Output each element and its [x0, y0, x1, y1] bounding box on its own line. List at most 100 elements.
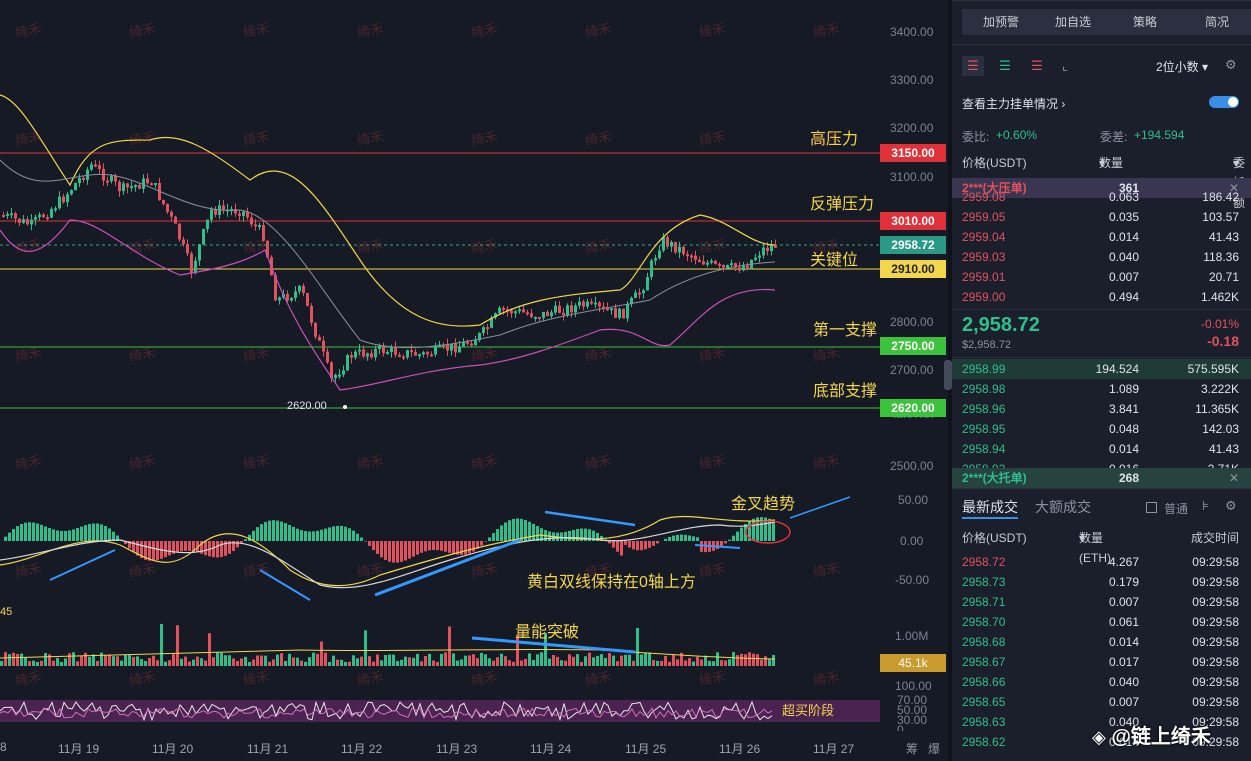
macd-bar	[336, 525, 339, 541]
volume-bar	[136, 656, 139, 666]
candle-body	[314, 322, 317, 337]
volume-bar	[520, 660, 523, 666]
settings-gear-icon[interactable]: ⚙	[1225, 57, 1237, 72]
trade-row[interactable]: 2958.67 0.017 09:29:58	[952, 652, 1251, 672]
volume-bar	[156, 660, 159, 666]
rsi-axis-label: 70.00	[897, 693, 928, 707]
candle-body	[62, 196, 65, 203]
macd-bar	[652, 541, 655, 546]
rsi-line	[0, 700, 773, 722]
chart-canvas[interactable]	[0, 0, 948, 761]
bid-row[interactable]: 2958.99 194.524 575.595K	[952, 359, 1251, 379]
main-orders-link[interactable]: 查看主力挂单情况 ›	[962, 95, 1065, 112]
overview-button[interactable]: 简况	[1178, 9, 1251, 35]
label-bottom-support: 底部支撑	[813, 383, 878, 400]
decimal-select[interactable]: 2位小数 ▾	[1156, 58, 1208, 75]
macd-bar	[768, 518, 771, 541]
col-amount[interactable]: 委托额 ▾	[1232, 156, 1245, 210]
fullscreen-icon[interactable]: ⌞	[1061, 58, 1069, 73]
candle-body	[74, 183, 77, 191]
volume-bar	[420, 661, 423, 666]
ask-row[interactable]: 2959.08 0.063 186.42	[952, 187, 1251, 207]
bid-row[interactable]: 2958.94 0.014 41.43	[952, 439, 1251, 459]
candlestick-series	[2, 159, 777, 383]
tab-latest-trades[interactable]: 最新成交	[962, 499, 1018, 515]
add-alert-button[interactable]: 加预警	[962, 9, 1040, 35]
macd-bar	[516, 518, 519, 541]
trade-row[interactable]: 2958.63 0.040 09:29:58	[952, 712, 1251, 732]
volume-bar	[144, 661, 147, 666]
big-ask-label: 2***(大压单)	[962, 181, 1027, 195]
volume-bar	[636, 628, 639, 666]
candle-body	[474, 340, 477, 346]
volume-bar	[384, 655, 387, 666]
orderbook-bids-icon[interactable]: ☰	[999, 58, 1011, 73]
macd-bar	[452, 541, 455, 554]
trade-row-qty: 0.179	[1108, 575, 1139, 589]
candle-body	[338, 374, 341, 377]
strategy-button[interactable]: 策略	[1106, 9, 1184, 35]
trade-row[interactable]: 2958.62 0.014 09:29:58	[952, 732, 1251, 752]
candle-body	[142, 178, 145, 189]
annot-macd: 黄白双线保持在0轴上方	[527, 574, 696, 591]
trade-row[interactable]: 2958.73 0.179 09:29:58	[952, 572, 1251, 592]
trade-row[interactable]: 2958.70 0.061 09:29:58	[952, 612, 1251, 632]
ask-row[interactable]: 2959.00 0.494 1.462K	[952, 287, 1251, 307]
big-bid-row[interactable]: 2***(大托单) 268 ✕	[952, 468, 1251, 488]
candle-body	[166, 203, 169, 212]
ask-row[interactable]: 2959.03 0.040 118.36	[952, 247, 1251, 267]
candle-body	[326, 351, 329, 363]
volume-bar	[160, 623, 163, 666]
ask-row[interactable]: 2959.05 0.035 103.57	[952, 207, 1251, 227]
volume-bar	[476, 658, 479, 666]
trade-row[interactable]: 2958.65 0.007 09:29:58	[952, 692, 1251, 712]
candle-body	[370, 353, 373, 358]
candle-body	[702, 261, 705, 265]
settings-gear-icon[interactable]: ⚙	[1225, 498, 1237, 513]
ask-row[interactable]: 2959.04 0.014 41.43	[952, 227, 1251, 247]
candle-body	[390, 346, 393, 353]
bid-row[interactable]: 2958.95 0.048 142.03	[952, 419, 1251, 439]
orderbook-both-icon[interactable]: ☰	[962, 56, 984, 76]
volume-bar	[188, 661, 191, 666]
main-orders-toggle[interactable]	[1209, 96, 1239, 108]
trade-row-qty: 4.267	[1108, 555, 1139, 569]
price-chart[interactable]: 3400.00 3300.00 3200.00 3100.00 2800.00 …	[0, 0, 948, 761]
volume-bar	[752, 653, 755, 666]
liquidation-tool-icon[interactable]: 爆	[928, 742, 941, 756]
trade-row[interactable]: 2958.71 0.007 09:29:58	[952, 592, 1251, 612]
volume-bar	[540, 652, 543, 666]
candle-body	[614, 308, 617, 318]
macd-bar	[560, 532, 563, 541]
macd-bar	[140, 541, 143, 559]
col-trade-qty[interactable]: 数量(ETH) ▾	[1079, 531, 1111, 565]
candle-body	[322, 340, 325, 352]
close-icon[interactable]: ✕	[1228, 471, 1239, 485]
chip-tool-icon[interactable]: 筹	[906, 742, 919, 756]
macd-bar	[200, 541, 203, 554]
big-ask-row[interactable]: 2***(大压单) 361 ✕	[952, 178, 1251, 198]
filter-icon[interactable]: ⊧	[1202, 498, 1209, 513]
macd-bar	[684, 534, 687, 541]
trade-row[interactable]: 2958.66 0.040 09:29:58	[952, 672, 1251, 692]
orderbook-asks-icon[interactable]: ☰	[1031, 58, 1043, 73]
add-watchlist-button[interactable]: 加自选	[1034, 9, 1112, 35]
macd-bar	[764, 517, 767, 541]
tab-large-trades[interactable]: 大额成交	[1035, 499, 1091, 515]
normal-checkbox-label: 普通	[1164, 502, 1189, 516]
trade-row[interactable]: 2958.72 4.267 09:29:58	[952, 552, 1251, 572]
collapse-handle[interactable]	[944, 360, 952, 390]
bid-row[interactable]: 2958.96 3.841 11.365K	[952, 399, 1251, 419]
close-icon[interactable]: ✕	[1228, 181, 1239, 195]
volume-bar	[236, 660, 239, 666]
macd-bar	[628, 541, 631, 548]
ask-row[interactable]: 2959.01 0.007 20.71	[952, 267, 1251, 287]
col-price[interactable]: 价格(USDT)	[962, 156, 1027, 170]
candle-body	[762, 247, 765, 256]
candle-body	[470, 343, 473, 346]
normal-checkbox[interactable]	[1146, 502, 1157, 513]
trade-row[interactable]: 2958.68 0.014 09:29:58	[952, 632, 1251, 652]
col-qty[interactable]: 数量 (ETH) ▾	[1099, 156, 1131, 190]
bid-row[interactable]: 2958.98 1.089 3.222K	[952, 379, 1251, 399]
date-label-partial: 8	[0, 740, 7, 754]
